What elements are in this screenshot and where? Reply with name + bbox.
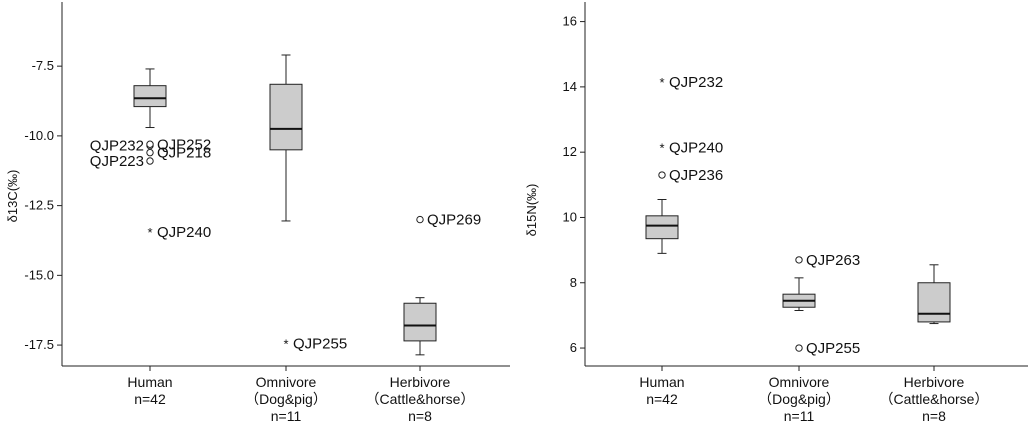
y-tick-label: 8 [570, 275, 577, 290]
outlier-label: QJP263 [806, 252, 860, 269]
x-category-label: n=42 [646, 391, 678, 407]
x-category-label: （Cattle&horse） [880, 391, 989, 407]
outlier-label: QJP218 [157, 145, 211, 162]
box-group-2: Omnivore（Dog&pig）n=11 QJP263 QJP255 [758, 252, 860, 424]
x-category-label: （Dog&pig） [245, 391, 327, 407]
x-category-label: Herbivore [390, 374, 451, 390]
y-tick-label: 16 [563, 14, 577, 29]
outlier-label: QJP255 [806, 340, 860, 357]
x-category-label: Omnivore [769, 374, 830, 390]
box-group-2: Omnivore（Dog&pig）n=11 * QJP255 [245, 54, 347, 424]
outlier-star: * [147, 225, 152, 240]
outlier-label: QJP240 [669, 139, 723, 156]
y-tick-label: -7.5 [32, 58, 54, 73]
box-group-3: Herbivore（Cattle&horse）n=8 QJP269 [366, 212, 482, 424]
y-tick-label: 10 [563, 209, 577, 224]
y-tick-label: 14 [563, 79, 577, 94]
x-category-label: n=42 [134, 391, 166, 407]
box-group-3: Herbivore（Cattle&horse）n=8 [880, 264, 989, 424]
outlier-star: * [659, 75, 664, 90]
x-category-label: n=8 [922, 408, 946, 424]
x-category-label: n=8 [408, 408, 432, 424]
outlier-label: QJP252 [157, 136, 211, 153]
x-category-label: n=11 [271, 408, 302, 424]
iqr-box [133, 85, 167, 108]
y-tick-label: -15.0 [24, 267, 54, 282]
iqr-box [645, 215, 679, 240]
outlier-circle [146, 140, 154, 148]
outlier-circle [795, 256, 803, 264]
x-category-label: Human [127, 374, 172, 390]
iqr-box [403, 302, 437, 342]
x-category-label: Herbivore [904, 374, 965, 390]
x-category-label: （Cattle&horse） [366, 391, 475, 407]
outlier-circle [416, 215, 424, 224]
x-category-label: Omnivore [256, 374, 317, 390]
iqr-box [917, 282, 951, 323]
outlier-star: * [659, 140, 664, 155]
y-axis-label: δ13C(‰) [5, 170, 20, 223]
outlier-label: QJP255 [293, 336, 347, 353]
iqr-box [269, 83, 303, 151]
y-tick-label: 6 [570, 340, 577, 355]
y-axis-label: δ15N(‰) [524, 184, 539, 237]
y-tick-label: -10.0 [24, 128, 54, 143]
y-tick-label: -17.5 [24, 337, 54, 352]
outlier-star: * [283, 337, 288, 352]
panel-1: -7.5 -10.0 -12.5 -15.0 -17.5 δ13C(‰) Humann=42… [5, 2, 510, 424]
outlier-label: QJP232 [669, 74, 723, 91]
x-category-label: n=11 [784, 408, 815, 424]
x-category-label: Human [639, 374, 684, 390]
y-tick-label: 12 [563, 144, 577, 159]
outlier-label: QJP236 [669, 167, 723, 184]
x-category-label: （Dog&pig） [758, 391, 840, 407]
outlier-circle [658, 171, 666, 179]
outlier-circle [146, 148, 154, 157]
outlier-circle [146, 157, 154, 165]
outlier-circle [795, 344, 803, 352]
outlier-label: QJP240 [157, 224, 211, 241]
outlier-label: QJP232 [90, 138, 144, 155]
y-tick-label: -12.5 [24, 198, 54, 213]
outlier-label: QJP269 [427, 212, 481, 229]
outlier-label: QJP223 [90, 153, 144, 170]
